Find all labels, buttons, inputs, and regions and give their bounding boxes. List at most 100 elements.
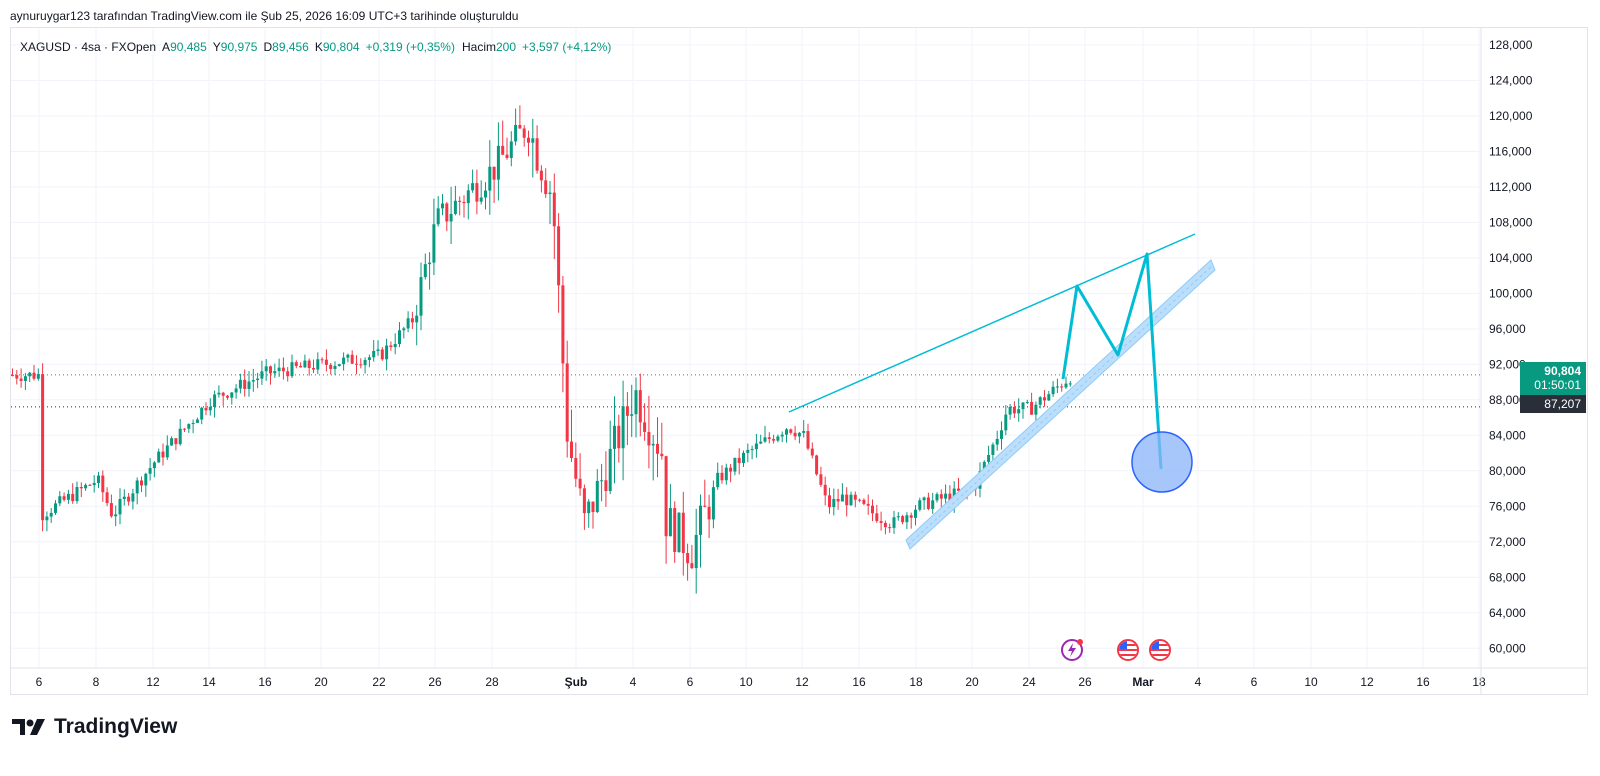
candle-down xyxy=(793,432,797,437)
y-tick-label: 76,000 xyxy=(1489,499,1526,513)
legend-volume-change: +3,597 (+4,12%) xyxy=(522,40,612,54)
candle-up xyxy=(931,500,935,509)
candle-up xyxy=(677,512,681,552)
candle-up xyxy=(488,166,492,191)
y-tick-label: 128,000 xyxy=(1489,38,1533,52)
legend-low-value: 89,456 xyxy=(272,40,309,54)
candle-down xyxy=(617,425,621,449)
candle-up xyxy=(97,475,100,483)
candle-down xyxy=(574,457,578,479)
x-tick-label: 18 xyxy=(1472,675,1486,689)
us-flag-icon[interactable] xyxy=(1149,639,1171,661)
candle-down xyxy=(527,137,530,143)
resistance-trendline[interactable] xyxy=(788,233,1196,413)
x-tick-label: 14 xyxy=(202,675,216,689)
x-tick-label: 6 xyxy=(1251,675,1258,689)
y-tick-label: 92,000 xyxy=(1489,357,1526,371)
candle-down xyxy=(836,498,840,502)
legend-symbol[interactable]: XAGUSD · 4sa · FXOpen xyxy=(20,40,157,54)
candle-up xyxy=(58,496,62,504)
candle-up xyxy=(892,517,896,528)
candle-down xyxy=(505,154,509,158)
candle-down xyxy=(183,428,186,430)
candle-down xyxy=(883,522,887,528)
candle-up xyxy=(548,192,552,195)
candle-down xyxy=(161,451,165,458)
candle-up xyxy=(759,441,763,444)
legend-high-value: 90,975 xyxy=(220,40,258,54)
candle-down xyxy=(673,508,677,552)
candle-up xyxy=(367,357,371,360)
candle-up xyxy=(922,497,926,501)
candle-down xyxy=(79,486,83,489)
candle-up xyxy=(630,414,634,416)
x-tick-label: 22 xyxy=(372,675,386,689)
candle-down xyxy=(458,200,462,202)
legend-close-value: 90,804 xyxy=(322,40,360,54)
candle-down xyxy=(858,499,862,501)
candle-up xyxy=(763,437,767,442)
candle-up xyxy=(441,203,444,209)
x-tick-label: 4 xyxy=(630,675,637,689)
candle-down xyxy=(32,372,36,379)
x-tick-label: 20 xyxy=(965,675,979,689)
candle-down xyxy=(62,496,66,500)
y-tick-label: 112,000 xyxy=(1489,180,1532,194)
channel-band[interactable] xyxy=(905,259,1216,550)
candle-up xyxy=(1064,383,1068,388)
candle-up xyxy=(144,473,148,486)
candle-up xyxy=(342,357,346,365)
candle-up xyxy=(423,264,427,278)
candle-down xyxy=(879,521,883,523)
candle-up xyxy=(157,451,161,463)
candle-up xyxy=(187,424,191,429)
candle-down xyxy=(823,484,827,496)
lightning-bolt-icon[interactable] xyxy=(1061,639,1083,661)
candle-down xyxy=(294,362,298,366)
candle-up xyxy=(346,354,350,358)
candle-up xyxy=(479,197,483,202)
projection-path[interactable] xyxy=(1061,252,1163,470)
price-chart[interactable]: 128,000 124,000 120,000 116,000 112,000 108,0… xyxy=(11,28,1588,695)
candle-down xyxy=(552,192,556,227)
tradingview-logo[interactable]: TradingView xyxy=(12,715,177,739)
candle-up xyxy=(337,364,341,366)
candle-up xyxy=(746,449,750,453)
candle-down xyxy=(359,364,363,366)
candle-down xyxy=(647,431,651,446)
x-tick-label: 18 xyxy=(909,675,923,689)
candle-down xyxy=(815,455,819,475)
candle-up xyxy=(496,145,500,180)
candle-down xyxy=(866,503,870,506)
candle-up xyxy=(170,438,174,446)
candle-up xyxy=(1017,409,1021,414)
chart-legend: XAGUSD · 4sa · FXOpen A 90,485 Y 90,975 … xyxy=(20,40,618,54)
candle-up xyxy=(733,457,737,472)
chart-area[interactable]: 128,000 124,000 120,000 116,000 112,000 108,0… xyxy=(10,27,1588,695)
candle-up xyxy=(1021,402,1025,410)
candle-up xyxy=(28,372,32,377)
candle-down xyxy=(888,527,892,529)
legend-close-label: K xyxy=(314,40,323,54)
candle-up xyxy=(785,429,788,435)
us-flag-icon[interactable] xyxy=(1117,639,1139,661)
target-zone[interactable] xyxy=(1131,431,1193,493)
y-tick-label: 120,000 xyxy=(1489,109,1533,123)
candle-up xyxy=(896,516,900,518)
candle-down xyxy=(518,124,522,129)
y-tick-label: 96,000 xyxy=(1489,322,1526,336)
bar-countdown: 01:50:01 xyxy=(1534,378,1581,392)
candle-down xyxy=(664,456,668,537)
candle-up xyxy=(247,381,251,389)
candle-down xyxy=(462,201,466,204)
legend-volume-label: Hacim xyxy=(461,40,496,54)
candle-up xyxy=(1068,383,1072,385)
candle-down xyxy=(307,360,311,368)
candle-up xyxy=(484,190,487,198)
candle-up xyxy=(514,124,518,142)
y-tick-label: 68,000 xyxy=(1489,570,1526,584)
candle-up xyxy=(303,360,307,368)
candle-up xyxy=(1004,414,1008,431)
candle-up xyxy=(1034,404,1038,415)
candle-down xyxy=(565,363,569,442)
